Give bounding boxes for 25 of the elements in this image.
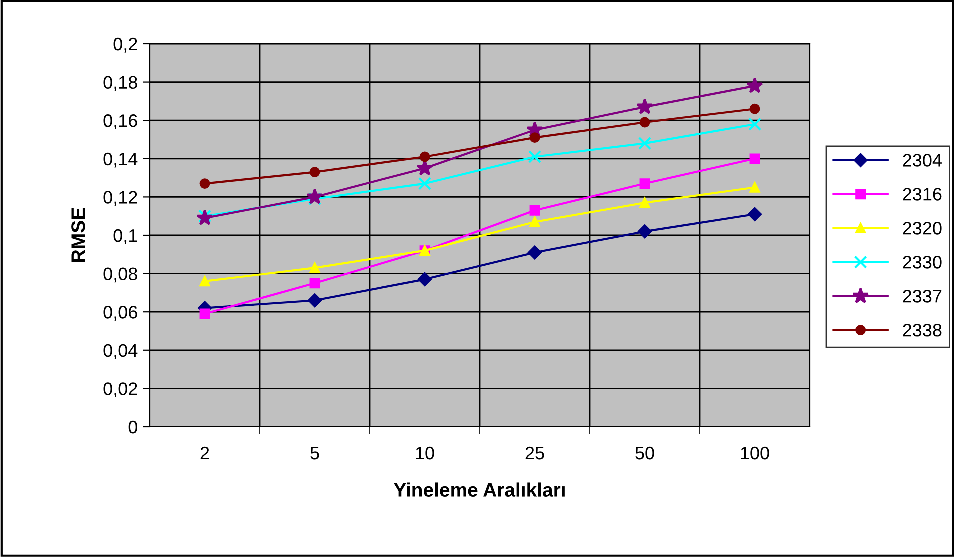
- x-tick-label: 50: [636, 446, 654, 460]
- y-tick-label: 0,02: [104, 382, 138, 398]
- y-tick-label: 0,04: [104, 344, 138, 360]
- y-tick-label: 0: [128, 420, 138, 434]
- y-axis-title: RMSE: [72, 208, 86, 262]
- y-tick-label: 0,1: [114, 229, 138, 244]
- legend-label: 2337: [903, 290, 942, 303]
- y-tick-label: 0,06: [104, 306, 138, 321]
- x-tick-label: 10: [416, 446, 434, 460]
- legend-label: 2320: [903, 222, 942, 235]
- y-tick-label: 0,16: [104, 114, 138, 130]
- legend-label: 2330: [903, 256, 942, 269]
- y-tick-label: 0,14: [104, 152, 138, 168]
- x-tick-label: 5: [310, 447, 320, 460]
- legend-label: 2338: [903, 324, 942, 337]
- x-tick-label: 2: [200, 446, 210, 460]
- legend-label: 2304: [903, 154, 942, 167]
- y-tick-label: 0,12: [104, 191, 138, 206]
- x-axis-title: Yineleme Aralıkları: [394, 482, 565, 498]
- legend-label: 2316: [903, 188, 942, 201]
- y-tick-label: 0,08: [104, 268, 138, 283]
- x-tick-label: 25: [526, 446, 544, 460]
- x-tick-label: 100: [741, 446, 770, 460]
- y-tick-label: 0,2: [114, 38, 138, 53]
- y-tick-label: 0,18: [104, 76, 138, 92]
